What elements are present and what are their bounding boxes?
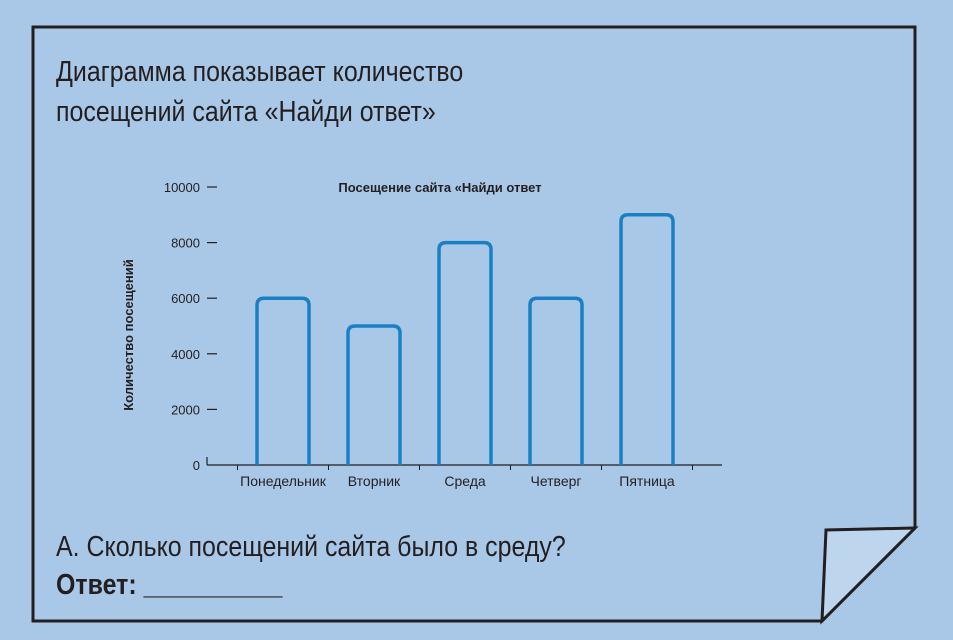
intro-line-2: посещений сайта «Найди ответ» xyxy=(56,96,436,128)
bars xyxy=(255,213,675,465)
category-labels: Понедельник Вторник Среда Четверг Пятница xyxy=(240,473,675,489)
bar-5 xyxy=(619,213,675,465)
y-axis: 0 2000 4000 6000 8000 10000 xyxy=(164,180,217,473)
answer-field[interactable]: Ответ: __________ xyxy=(56,569,283,601)
intro-line-1: Диаграмма показывает количество xyxy=(56,56,464,88)
x-axis xyxy=(207,464,722,470)
question-text: А. Сколько посещений сайта было в среду? xyxy=(56,531,566,563)
chart-title: Посещение сайта «Найди ответ xyxy=(338,180,541,195)
x-tick-label: Четверг xyxy=(530,473,581,489)
y-tick-label: 8000 xyxy=(171,236,200,251)
y-tick-label: 6000 xyxy=(171,291,200,306)
bar-3 xyxy=(437,240,493,465)
y-tick-label: 4000 xyxy=(171,347,200,362)
bar-2 xyxy=(346,324,402,465)
y-tick-label: 10000 xyxy=(164,180,200,195)
x-tick-label: Пятница xyxy=(619,473,675,489)
intro-text: Диаграмма показывает количество посещени… xyxy=(56,52,658,132)
x-tick-label: Вторник xyxy=(348,473,401,489)
y-tick-label: 0 xyxy=(193,458,200,473)
y-tick-label: 2000 xyxy=(171,402,200,417)
page-curl xyxy=(820,526,919,625)
x-tick-label: Понедельник xyxy=(240,473,327,489)
bar-1 xyxy=(255,296,311,465)
bar-4 xyxy=(528,296,584,465)
y-axis-label: Количество посещений xyxy=(121,259,136,411)
x-tick-label: Среда xyxy=(444,473,486,489)
